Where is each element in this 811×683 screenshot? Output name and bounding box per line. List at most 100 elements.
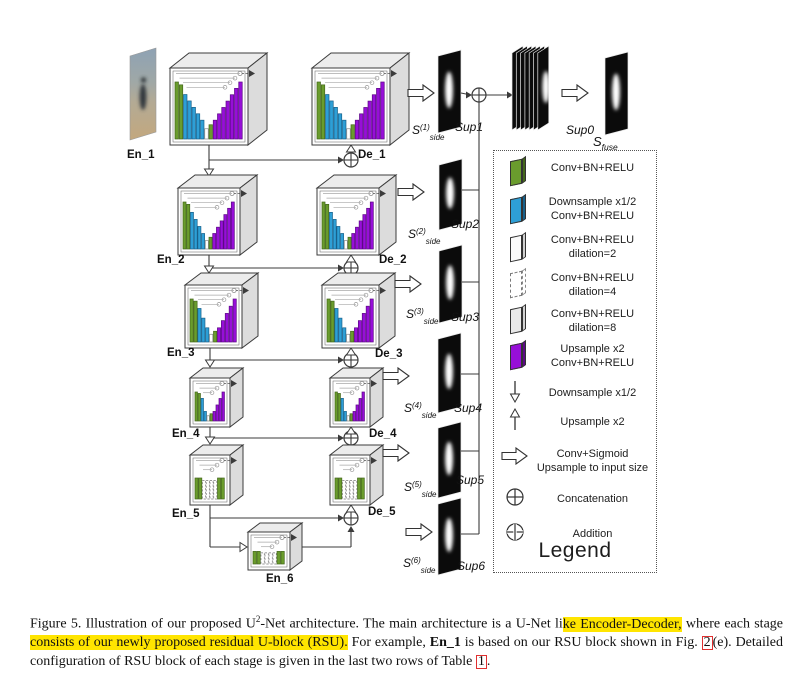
legend-item-text: Upsample to input size: [536, 461, 649, 474]
side-output-map-4: [437, 332, 462, 414]
caption-text: where each stage: [681, 616, 784, 632]
block-en-4: En_4: [172, 366, 245, 440]
legend-item-text: Upsample x2: [560, 343, 625, 355]
arrowhead: [371, 457, 377, 464]
block-en-1: En_1: [127, 51, 269, 161]
legend-item-text: Upsample x2: [560, 416, 625, 428]
sup0-label: Sup0: [566, 123, 594, 137]
block-en-6: En_6: [246, 522, 304, 585]
arrowhead: [338, 356, 344, 364]
downsample-arrow-icon: [204, 359, 216, 368]
block-de-2: De_2: [315, 173, 407, 266]
side-output-label: S(4)side: [404, 401, 437, 420]
arrowhead: [231, 457, 237, 464]
legend-item-text: Downsample x1/2: [548, 387, 637, 399]
legend-item-text: Conv+BN+RELU: [550, 162, 635, 174]
sup-label: Sup6: [457, 559, 485, 573]
arrowhead: [241, 190, 247, 197]
upsample-arrow-icon: [345, 504, 357, 513]
arrowhead: [338, 514, 344, 522]
block-label: En_5: [172, 508, 200, 520]
legend-dilation4-block-icon: [498, 267, 532, 299]
arrowhead: [380, 190, 386, 197]
legend-item-text: Concatenation: [557, 493, 628, 505]
sup-label: Sup5: [456, 473, 484, 487]
side-output-label: S(1)side: [412, 123, 445, 142]
arrowhead: [391, 70, 397, 77]
conv-sigmoid-arrow: [394, 274, 422, 294]
side-output-label: S(3)side: [406, 307, 439, 326]
conv-sigmoid-arrow: [397, 182, 425, 202]
side-output-map-2: [438, 158, 463, 231]
block-label: En_4: [172, 428, 200, 440]
side-output-label: S(2)side: [408, 227, 441, 246]
block-en-3: En_3: [167, 272, 260, 359]
arrowhead: [249, 70, 255, 77]
block-label: En_2: [157, 254, 185, 266]
caption-text: Figure 5. Illustration of our proposed U: [30, 616, 256, 632]
final-upsample-arrow: [561, 83, 589, 103]
legend-dilation2-block-icon: [498, 231, 532, 263]
legend-item-text: Conv+BN+RELU: [550, 272, 635, 284]
block-de-4: De_4: [328, 366, 397, 440]
side-output-map-5: [437, 421, 462, 499]
legend-upsample-conv-block-icon: [498, 339, 532, 371]
sfuse-label: Sfuse: [593, 134, 618, 152]
legend-item-text: Conv+BN+RELU: [550, 356, 635, 369]
legend-item-text: Conv+BN+RELU: [550, 234, 635, 246]
downsample-arrow-icon: [203, 168, 215, 177]
upsample-arrow-icon: [345, 254, 357, 263]
u2net-architecture-diagram: En_1 De_1 En_2 De_2 En_3 De_3 En_4 De_4 En_5 De_5…: [127, 45, 629, 585]
arrowhead: [380, 287, 386, 294]
table-reference-link[interactable]: 1: [475, 653, 487, 669]
downsample-arrow-icon: [204, 436, 216, 445]
upsample-arrow-icon: [345, 426, 357, 435]
input-image: [129, 47, 157, 141]
block-label: De_2: [379, 254, 407, 266]
conv-sigmoid-arrow: [407, 83, 435, 103]
figure-caption: Figure 5. Illustration of our proposed U…: [30, 610, 783, 671]
legend-upsample-arrow-icon: [498, 408, 532, 432]
legend-item-text: dilation=8: [568, 321, 617, 334]
block-label: En_6: [266, 573, 294, 585]
fuse-output-map: [604, 51, 629, 136]
conv-sigmoid-arrow: [382, 366, 410, 386]
upsample-arrow-icon: [345, 347, 357, 356]
arrowhead: [466, 91, 472, 99]
block-label: En_3: [167, 347, 195, 359]
caption-text: For example,: [347, 635, 430, 651]
caption-text: -Net architecture. The main architecture…: [260, 616, 563, 632]
legend-item-text: Conv+BN+RELU: [550, 308, 635, 320]
transfer-arrow-icon: [239, 541, 248, 553]
caption-superscript: 2: [255, 614, 261, 624]
sup-label: Sup4: [454, 401, 482, 415]
legend-addition-symbol-icon: [498, 522, 532, 542]
sup-label: Sup1: [455, 120, 483, 134]
block-label: De_1: [358, 149, 386, 161]
arrowhead: [371, 380, 377, 387]
legend-downsample-conv-block-icon: [498, 193, 532, 225]
arrowhead: [338, 156, 344, 164]
legend-title: Legend: [538, 539, 612, 562]
arrowhead: [338, 434, 344, 442]
caption-highlight: consists of our newly proposed residual …: [30, 635, 348, 651]
legend-conv-sigmoid-arrow-icon: [498, 447, 532, 465]
caption-text: .: [486, 653, 491, 669]
arrowhead: [507, 91, 513, 99]
legend-conv-block-icon: [498, 155, 532, 187]
legend-item-text: dilation=2: [568, 247, 617, 260]
block-de-5: De_5: [328, 443, 396, 518]
downsample-arrow-icon: [203, 265, 215, 274]
conv-sigmoid-arrow: [382, 443, 410, 463]
caption-text: is based on our RSU block shown in Fig.: [460, 635, 702, 651]
sup-label: Sup3: [451, 310, 479, 324]
side-output-map-6: [437, 497, 462, 576]
figure-reference-link[interactable]: 2: [701, 635, 713, 651]
legend-box: Conv+BN+RELU Downsample x1/2 Conv+BN+RELU C…: [493, 150, 657, 573]
side-output-label: S(6)side: [403, 556, 436, 575]
upsample-arrow-icon: [345, 144, 357, 153]
side-output-map-3: [438, 244, 463, 324]
side-output-label: S(5)side: [404, 480, 437, 499]
conv-sigmoid-arrow: [405, 522, 433, 542]
